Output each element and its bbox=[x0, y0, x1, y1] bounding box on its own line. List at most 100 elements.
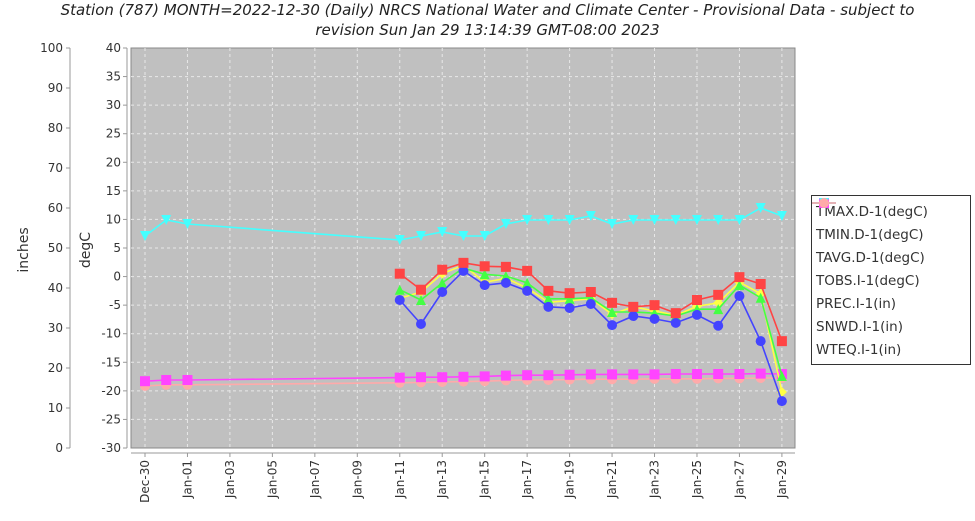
triangle-up-marker bbox=[734, 280, 745, 291]
triangle-down-marker bbox=[500, 219, 511, 229]
degc-tick-label: -10 bbox=[101, 327, 121, 341]
triangle-down-marker bbox=[607, 219, 618, 229]
x-tick-label: Jan-09 bbox=[350, 460, 364, 499]
chart-title-line-2: revision Sun Jan 29 13:14:39 GMT-08:00 2… bbox=[315, 21, 660, 39]
circle-marker bbox=[713, 320, 724, 331]
square-marker bbox=[585, 369, 596, 380]
chart-legend: TMAX.D-1(degC) TMIN.D-1(degC) TAVG.D-1(deg… bbox=[811, 195, 971, 365]
series-tmin bbox=[394, 265, 787, 407]
degc-tick-label: -15 bbox=[101, 355, 121, 369]
triangle-down-marker bbox=[415, 231, 426, 241]
degc-tick-label: 0 bbox=[113, 270, 121, 284]
series-line bbox=[144, 207, 783, 241]
circle-marker bbox=[522, 285, 533, 296]
triangle-down-marker bbox=[628, 215, 639, 225]
triangle-up-marker bbox=[437, 277, 448, 288]
triangle-up-marker bbox=[394, 284, 405, 295]
triangle-down-marker bbox=[713, 215, 724, 225]
triangle-down-marker bbox=[140, 231, 150, 241]
circle-marker bbox=[437, 287, 448, 297]
circle-marker bbox=[500, 277, 511, 288]
circle-marker bbox=[670, 317, 681, 328]
triangle-down-marker bbox=[479, 231, 490, 241]
square-marker bbox=[734, 369, 745, 379]
legend-label: SNWD.I-1(in) bbox=[816, 318, 903, 335]
x-tick-label: Jan-03 bbox=[223, 460, 237, 499]
degc-tick-label: 25 bbox=[106, 127, 121, 141]
square-marker bbox=[776, 336, 787, 347]
inches-tick-label: 20 bbox=[48, 361, 63, 375]
circle-marker bbox=[691, 309, 702, 320]
legend-item: TMIN.D-1(degC) bbox=[812, 198, 966, 246]
square-marker bbox=[500, 261, 511, 272]
triangle-down-marker bbox=[458, 231, 469, 241]
x-tick-label: Jan-21 bbox=[605, 460, 619, 499]
triangle-down-marker bbox=[585, 211, 596, 221]
square-marker bbox=[479, 261, 490, 272]
degc-tick-label: -5 bbox=[109, 298, 121, 312]
legend-label: TMIN.D-1(degC) bbox=[816, 226, 924, 243]
x-tick-label: Dec-30 bbox=[138, 460, 152, 503]
circle-marker bbox=[607, 320, 618, 331]
triangle-down-marker bbox=[182, 219, 193, 229]
triangle-down-marker bbox=[649, 215, 660, 225]
x-tick-label: Jan-17 bbox=[520, 460, 534, 499]
gridlines bbox=[131, 48, 795, 448]
degc-tick-label: 30 bbox=[106, 98, 121, 112]
legend-item: WTEQ.I-1(in) bbox=[812, 198, 966, 361]
triangle-down-marker bbox=[734, 215, 745, 225]
legend-item: TMAX.D-1(degC) bbox=[812, 198, 966, 223]
degc-tick-label: 35 bbox=[106, 70, 121, 84]
legend-label: TOBS.I-1(degC) bbox=[816, 272, 920, 289]
degc-tick-label: -20 bbox=[101, 384, 121, 398]
circle-marker bbox=[776, 396, 787, 407]
square-marker bbox=[755, 279, 766, 289]
circle-marker bbox=[649, 313, 660, 324]
square-marker bbox=[522, 370, 533, 381]
circle-marker bbox=[543, 301, 554, 312]
degc-tick-label: 5 bbox=[113, 241, 121, 255]
square-marker bbox=[415, 372, 426, 383]
square-marker bbox=[140, 376, 150, 387]
square-marker bbox=[649, 300, 660, 311]
square-marker bbox=[670, 369, 681, 379]
triangle-up-marker bbox=[713, 304, 724, 315]
triangle-down-marker bbox=[670, 215, 681, 225]
triangle-down-marker bbox=[564, 215, 575, 225]
square-marker bbox=[458, 371, 469, 382]
y-axis-label-degc: degC bbox=[78, 232, 94, 268]
x-tick-label: Jan-07 bbox=[308, 460, 322, 499]
circle-marker bbox=[458, 265, 469, 276]
square-marker bbox=[394, 372, 405, 383]
x-tick-label: Jan-23 bbox=[648, 460, 662, 499]
degc-tick-label: 20 bbox=[106, 155, 121, 169]
chart-title-line-1: Station (787) MONTH=2022-12-30 (Daily) N… bbox=[60, 1, 915, 19]
square-marker bbox=[649, 369, 660, 380]
degc-tick-label: -25 bbox=[101, 412, 121, 426]
triangle-down-marker bbox=[776, 211, 787, 221]
inches-tick-label: 30 bbox=[48, 321, 63, 335]
square-marker bbox=[755, 368, 766, 379]
square-marker bbox=[543, 285, 554, 296]
series-snwd bbox=[140, 203, 787, 245]
series-line bbox=[144, 372, 782, 382]
square-marker bbox=[394, 268, 405, 279]
square-marker bbox=[415, 284, 426, 295]
chart-title: Station (787) MONTH=2022-12-30 (Daily) N… bbox=[0, 0, 975, 40]
square-marker bbox=[543, 370, 554, 381]
square-marker bbox=[522, 265, 533, 276]
inches-tick-label: 70 bbox=[48, 161, 63, 175]
x-tick-label: Jan-01 bbox=[180, 460, 194, 499]
triangle-up-marker bbox=[564, 293, 575, 304]
y-axis-label-inches: inches bbox=[16, 227, 32, 272]
triangle-up-marker bbox=[607, 307, 618, 317]
legend-item: PREC.I-1(in) bbox=[812, 198, 966, 315]
degc-tick-label: -30 bbox=[101, 441, 121, 455]
square-marker bbox=[628, 369, 639, 380]
legend-label: TMAX.D-1(degC) bbox=[816, 203, 928, 220]
circle-marker bbox=[394, 295, 405, 305]
x-tick-label: Jan-05 bbox=[265, 460, 279, 499]
triangle-down-marker bbox=[691, 215, 702, 225]
circle-marker bbox=[628, 311, 639, 321]
